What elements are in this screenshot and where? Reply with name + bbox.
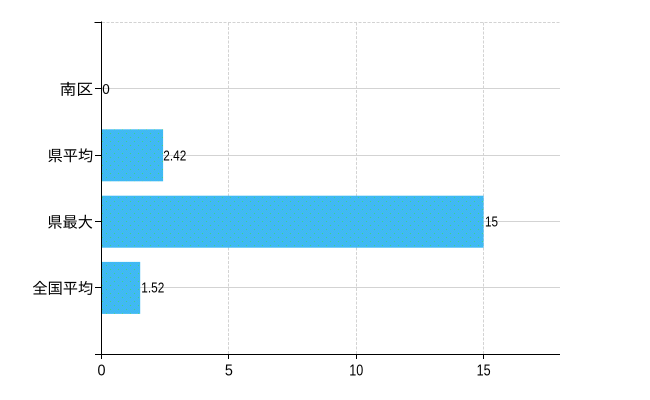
svg-text:2.42: 2.42 [163,148,186,164]
svg-text:1.52: 1.52 [141,281,164,297]
svg-text:10: 10 [349,363,363,380]
svg-text:0: 0 [102,82,110,98]
svg-text:5: 5 [225,363,233,380]
svg-text:15: 15 [477,363,491,380]
svg-text:0: 0 [98,363,106,380]
svg-text:15: 15 [485,215,498,231]
